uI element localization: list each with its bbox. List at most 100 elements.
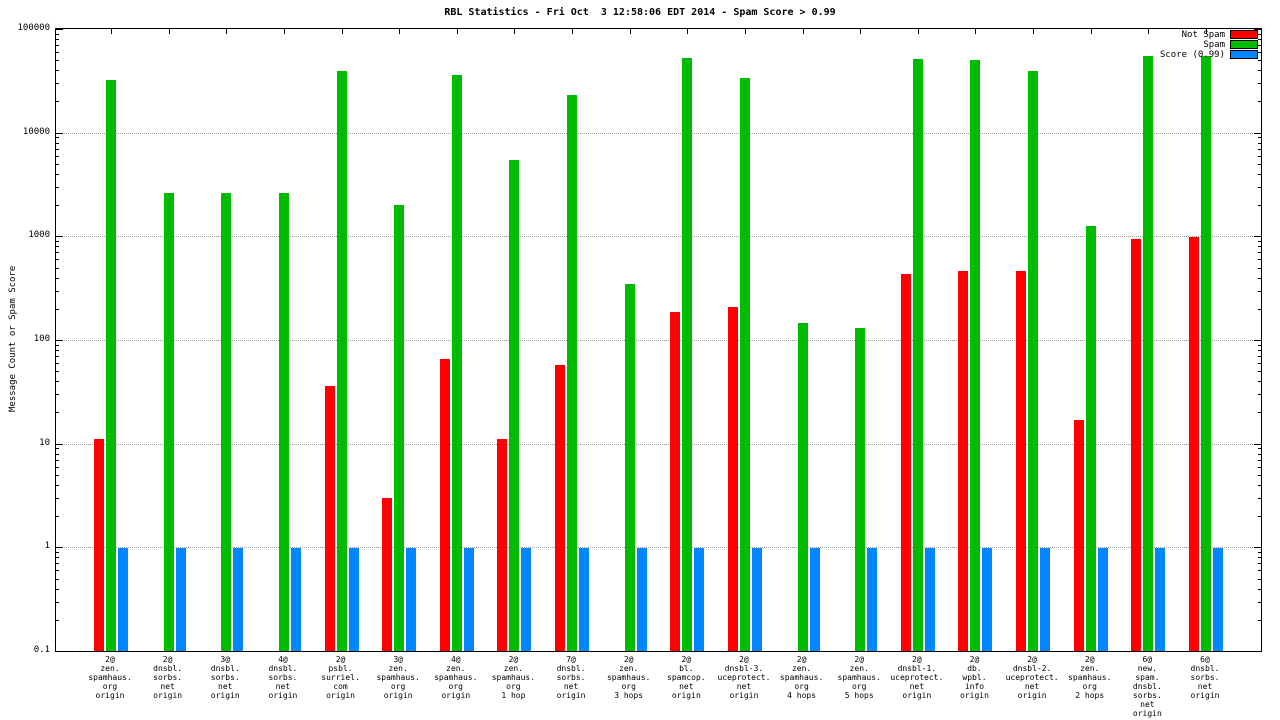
y-minor-tick [56, 619, 59, 621]
x-tick-label-line: 4 hops [787, 691, 817, 700]
x-tick-label: 2@ psbl. surriel. com origin [310, 655, 372, 700]
x-tick-label-line: origin [95, 691, 125, 700]
y-minor-tick [1258, 381, 1261, 383]
y-minor-tick [56, 308, 59, 310]
x-tick [1148, 29, 1150, 34]
x-tick-label-line: spamhaus. [779, 673, 824, 682]
x-tick-label-line: origin [902, 691, 932, 700]
legend: Not Spam Spam Score (0.99) [1160, 30, 1258, 60]
y-major-tick [56, 132, 63, 134]
x-tick-label-line: org [102, 682, 118, 691]
x-tick-label-line: origin [1190, 691, 1220, 700]
bar-not-spam [727, 306, 738, 651]
x-tick-label-line: dnsbl. [1190, 664, 1220, 673]
bar-score-0-99- [463, 547, 474, 651]
y-minor-tick [56, 453, 59, 455]
x-tick-label-line: 6@ [1200, 655, 1210, 664]
x-tick-label-line: org [506, 682, 521, 691]
x-tick-label-line: 2@ [681, 655, 692, 664]
y-minor-tick [1258, 570, 1261, 572]
x-tick-label-line: 4@ [450, 655, 461, 664]
y-minor-tick [1258, 459, 1261, 461]
x-tick-label-line: 2@ [1084, 655, 1095, 664]
x-tick-label-line: dnsbl-1. [897, 664, 937, 673]
x-tick-label-line: net [1024, 682, 1040, 691]
y-tick-label: 100000 [17, 23, 50, 33]
y-minor-tick [1258, 148, 1261, 150]
y-minor-tick [56, 563, 59, 565]
x-tick-label: 2@ zen. spamhaus. org 2 hops [1059, 655, 1121, 700]
bar-not-spam [1131, 238, 1142, 651]
x-tick-label-line: 3@ [220, 655, 231, 664]
x-tick-label-line: dnsbl. [268, 664, 298, 673]
x-tick-label-line: 2@ [162, 655, 173, 664]
x-tick-label-line: sorbs. [1190, 673, 1220, 682]
x-tick-label: 3@ zen. spamhaus. org origin [367, 655, 429, 700]
x-tick-label-line: bl. [679, 664, 694, 673]
x-tick [1090, 29, 1092, 34]
y-minor-tick [56, 516, 59, 518]
y-major-tick [56, 29, 63, 30]
y-minor-tick [1258, 563, 1261, 565]
bar-spam [797, 323, 808, 651]
x-tick [168, 29, 170, 34]
x-tick-label-line: net [160, 682, 175, 691]
y-tick-label: 10 [39, 437, 50, 448]
x-tick-label-line: zen. [849, 664, 869, 673]
y-minor-tick [1258, 70, 1261, 72]
y-minor-tick [56, 277, 59, 279]
x-tick-label-line: origin [1132, 709, 1162, 718]
x-tick-label-line: db. [967, 664, 982, 673]
bar-not-spam [958, 271, 969, 651]
y-minor-tick [56, 466, 59, 468]
legend-row: Score (0.99) [1160, 50, 1258, 60]
legend-row: Spam [1160, 40, 1258, 50]
x-tick [860, 29, 862, 34]
y-tick-label: 0.1 [33, 645, 50, 655]
bar-not-spam [555, 364, 566, 651]
x-tick-label-line: origin [383, 691, 413, 700]
x-tick-label-line: dnsbl. [556, 664, 586, 673]
y-minor-tick [56, 267, 59, 269]
bar-score-0-99- [982, 547, 993, 651]
y-minor-tick [1258, 290, 1261, 292]
bar-spam [336, 71, 347, 651]
y-minor-tick [56, 484, 59, 486]
bar-spam [221, 193, 232, 651]
x-tick-label-line: net [1197, 682, 1213, 691]
x-tick-label-line: wpbl. [962, 673, 987, 682]
bar-score-0-99- [1040, 547, 1051, 651]
y-minor-tick [1258, 60, 1261, 62]
x-tick-label-line: 2@ [854, 655, 865, 664]
bar-spam [1201, 55, 1211, 651]
bar-score-0-99- [233, 547, 244, 651]
bar-not-spam [670, 312, 681, 651]
x-tick [917, 29, 919, 34]
x-tick-label: 2@ zen. spamhaus. org 4 hops [771, 655, 833, 700]
x-tick-label-line: 6@ [1142, 655, 1153, 664]
bar-score-0-99- [1155, 547, 1166, 651]
y-minor-tick [1258, 619, 1261, 621]
x-tick-label-line: origin [1017, 691, 1047, 700]
x-tick [283, 29, 285, 34]
y-minor-tick [56, 578, 59, 580]
bar-score-0-99- [1097, 547, 1108, 651]
y-minor-tick [1258, 394, 1261, 396]
bar-score-0-99- [118, 547, 128, 651]
x-tick-label-line: 2@ [739, 655, 749, 664]
bar-not-spam [324, 386, 335, 651]
y-minor-tick [56, 459, 59, 461]
y-minor-tick [56, 45, 59, 47]
gridline [56, 340, 1261, 341]
bar-not-spam [1189, 237, 1199, 651]
y-major-tick [56, 547, 63, 549]
x-tick [1206, 29, 1207, 34]
y-minor-tick [1258, 155, 1261, 157]
bar-score-0-99- [579, 547, 590, 651]
bar-spam [509, 159, 520, 651]
y-minor-tick [1258, 163, 1261, 165]
y-minor-tick [1258, 466, 1261, 468]
x-tick-label: 2@ dnsbl-1. uceprotect. net origin [886, 655, 948, 700]
x-tick-label-line: zen. [1080, 664, 1100, 673]
x-tick-label-line: net [736, 682, 752, 691]
